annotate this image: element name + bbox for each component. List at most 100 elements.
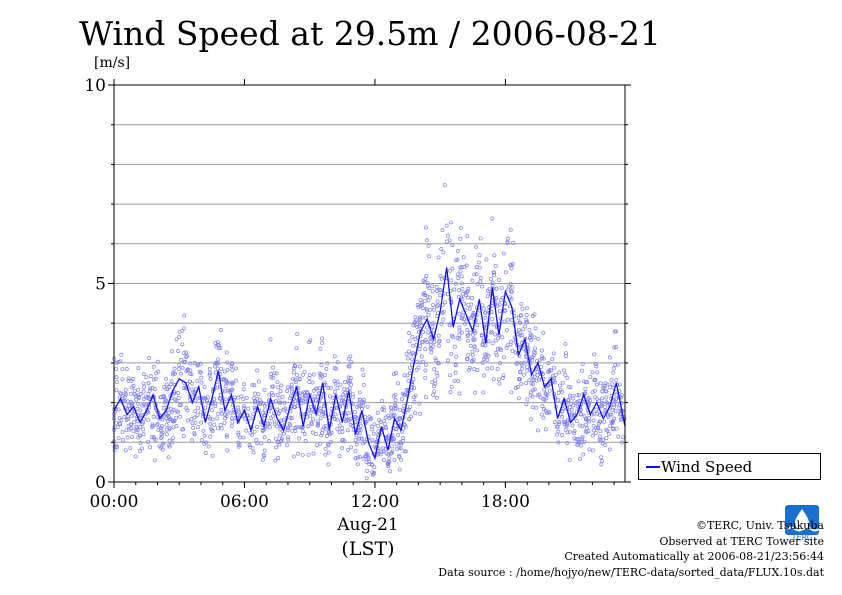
data-point bbox=[309, 420, 314, 425]
data-point bbox=[271, 365, 276, 370]
data-point bbox=[449, 220, 454, 225]
data-point bbox=[352, 410, 357, 415]
data-point bbox=[361, 441, 366, 446]
data-point bbox=[610, 382, 615, 387]
data-point bbox=[224, 379, 229, 384]
data-point bbox=[296, 451, 300, 456]
data-point bbox=[283, 406, 288, 411]
data-point bbox=[567, 393, 572, 398]
data-point bbox=[432, 382, 437, 386]
data-point bbox=[190, 381, 195, 386]
data-point bbox=[556, 421, 561, 426]
data-point bbox=[481, 390, 486, 395]
data-point bbox=[492, 270, 497, 275]
data-point bbox=[424, 274, 429, 278]
data-point bbox=[530, 314, 535, 318]
data-point bbox=[600, 441, 605, 446]
data-point bbox=[307, 373, 312, 378]
data-point bbox=[268, 337, 273, 342]
data-point bbox=[452, 344, 457, 349]
data-point bbox=[510, 262, 515, 267]
data-point bbox=[171, 436, 176, 441]
data-point bbox=[567, 457, 572, 462]
data-point bbox=[488, 330, 493, 335]
data-point bbox=[387, 456, 392, 461]
data-point bbox=[324, 367, 329, 371]
data-point bbox=[178, 371, 183, 376]
data-point bbox=[340, 438, 345, 443]
data-point bbox=[138, 441, 143, 446]
data-point bbox=[475, 282, 480, 287]
x-axis-date-label: Aug-21 bbox=[337, 515, 399, 535]
data-point bbox=[155, 359, 160, 364]
data-point bbox=[493, 302, 498, 307]
data-point bbox=[393, 402, 397, 407]
data-point bbox=[300, 429, 305, 434]
data-point bbox=[591, 433, 595, 438]
data-point bbox=[604, 400, 609, 405]
data-point bbox=[457, 288, 461, 293]
data-point bbox=[522, 372, 527, 377]
data-point bbox=[202, 433, 207, 438]
data-point bbox=[292, 363, 297, 368]
data-point bbox=[593, 377, 598, 382]
data-point bbox=[280, 394, 285, 399]
data-point bbox=[364, 476, 369, 481]
data-point bbox=[324, 434, 329, 438]
data-point bbox=[129, 422, 134, 427]
data-point bbox=[147, 388, 152, 393]
data-point bbox=[357, 390, 362, 395]
data-point bbox=[565, 441, 570, 445]
data-point bbox=[153, 376, 158, 381]
data-point bbox=[471, 337, 476, 342]
data-point bbox=[585, 397, 590, 402]
data-point bbox=[480, 360, 485, 365]
data-point bbox=[478, 236, 483, 241]
data-point bbox=[347, 386, 352, 391]
data-point bbox=[338, 395, 343, 400]
data-point bbox=[478, 276, 483, 280]
data-point bbox=[611, 416, 616, 421]
data-point bbox=[326, 450, 331, 455]
data-point bbox=[330, 395, 335, 400]
data-point bbox=[248, 430, 253, 435]
data-point bbox=[520, 306, 525, 311]
data-point bbox=[229, 388, 234, 393]
data-point bbox=[436, 360, 441, 365]
data-point bbox=[556, 440, 561, 445]
data-point bbox=[599, 462, 604, 467]
data-point bbox=[184, 406, 189, 411]
data-point bbox=[280, 436, 285, 441]
data-point bbox=[159, 431, 164, 436]
data-point bbox=[171, 425, 176, 430]
data-point bbox=[492, 253, 497, 258]
data-point bbox=[533, 326, 538, 331]
data-point bbox=[266, 422, 271, 427]
data-point bbox=[361, 373, 366, 378]
data-point bbox=[120, 430, 125, 435]
data-point bbox=[402, 373, 407, 378]
data-point bbox=[353, 419, 358, 424]
data-point bbox=[368, 417, 373, 422]
data-point bbox=[250, 446, 255, 451]
data-point bbox=[508, 281, 513, 286]
data-point bbox=[439, 247, 444, 251]
data-point bbox=[201, 428, 206, 433]
data-point bbox=[313, 398, 318, 403]
x-axis-label: (LST) bbox=[341, 538, 395, 560]
data-point bbox=[567, 429, 572, 434]
data-point bbox=[432, 339, 437, 344]
data-point bbox=[132, 413, 137, 418]
data-point bbox=[335, 386, 340, 390]
data-point bbox=[310, 380, 315, 385]
data-point bbox=[485, 366, 490, 371]
data-point bbox=[176, 367, 181, 372]
data-point bbox=[444, 223, 449, 228]
data-point bbox=[251, 450, 256, 455]
data-point bbox=[205, 401, 210, 405]
data-point bbox=[389, 405, 394, 410]
data-point bbox=[277, 395, 282, 400]
data-point bbox=[461, 301, 466, 306]
data-point bbox=[241, 435, 246, 440]
data-point bbox=[427, 286, 432, 291]
